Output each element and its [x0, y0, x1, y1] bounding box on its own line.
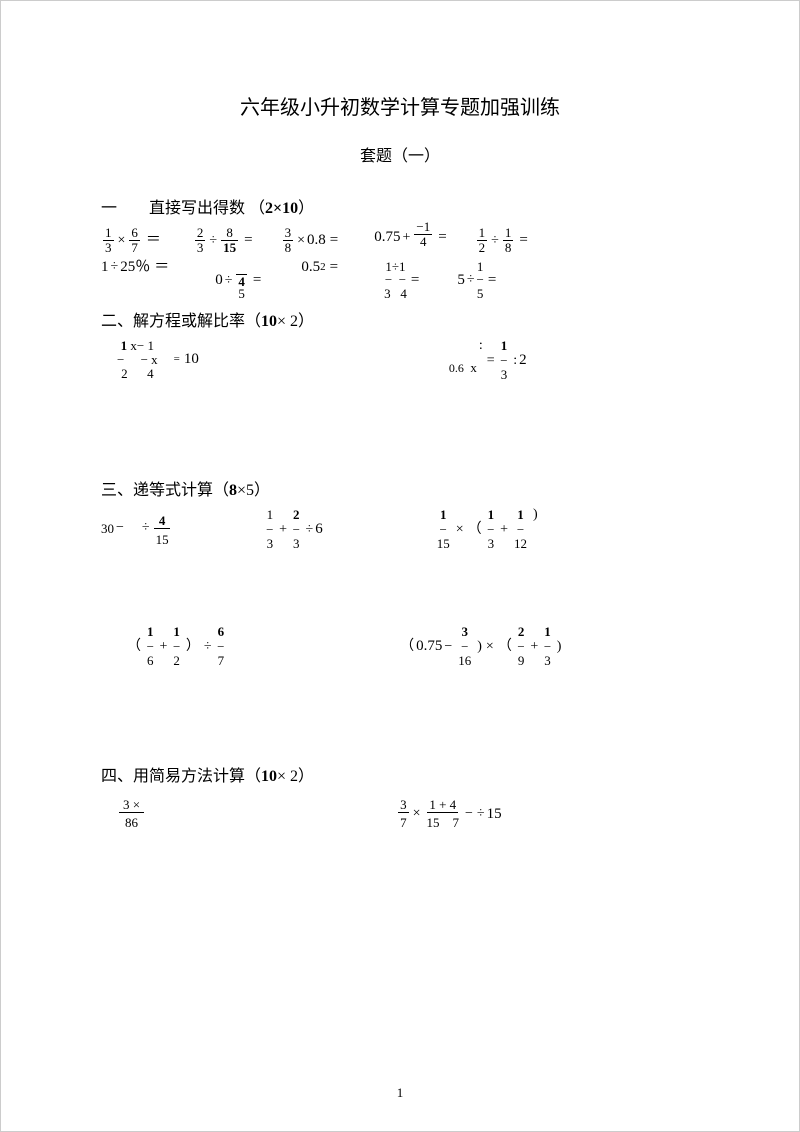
s1-expr1: 13 × 67 ＝ [101, 226, 163, 256]
s1-row1: 13 × 67 ＝ 23 ÷ 815 = 38 × 0.8 = 0.75+ −1… [101, 226, 699, 256]
s3-expr1: 30 − ÷ 4415 [101, 508, 173, 548]
s2-row: 1 x− 1 − − x 2 4 = 10 0 0.6 x : = 1−3 : … [101, 339, 699, 382]
s3-expr5: （0.75 − 3−16 ) × （ 2−9 + 1−3 ) [398, 625, 563, 668]
section-2-score: 10 [261, 313, 277, 330]
worksheet-page: 六年级小升初数学计算专题加强训练 套题（一） 一 直接写出得数 （2×10） 1… [1, 1, 799, 878]
s1-expr9: 1÷1− −3 4 = [384, 260, 421, 301]
section-1-score-suffix: ） [298, 200, 314, 217]
page-title: 六年级小升初数学计算专题加强训练 [101, 91, 699, 120]
section-4-title: 四、用简易方法计算（ [101, 768, 261, 785]
s1-expr3: 38 × 0.8 = [281, 226, 341, 256]
s4-expr1: 3 ×86 [117, 794, 146, 834]
section-2-title: 二、解方程或解比率（ [101, 313, 261, 330]
section-4-heading: 四、用简易方法计算（10× 2） [101, 762, 699, 786]
s4-expr2: 37 × 1 + 415 7 − ÷ 15 [396, 794, 502, 834]
s1-expr5: 12 ÷ 18 = [475, 226, 530, 256]
s1-expr2: 23 ÷ 815 = [193, 226, 255, 256]
section-1-heading: 一 直接写出得数 （2×10） [101, 194, 699, 218]
s1-expr6: 1÷25％＝ [101, 260, 171, 275]
section-1-score-prefix: （ [249, 200, 265, 217]
s3-row2: （ 1−6 + 1−2 ） ÷ 6−7 （0.75 − 3−16 ) × （ 2… [101, 625, 699, 668]
s1-expr8: 0.52= [301, 260, 340, 275]
section-4-score: 10 [261, 768, 277, 785]
section-3-title: 三、递等式计算（ [101, 482, 229, 499]
s2-expr2: 0 0.6 x : = 1−3 : 2 [449, 339, 527, 382]
section-4-suffix: × 2） [277, 768, 314, 785]
s1-expr4: 0.75+ −14 = [374, 226, 448, 250]
s3-expr2: 1−3 + 2−3 ÷ 6 [263, 508, 323, 551]
section-1-title: 直接写出得数 [149, 200, 245, 217]
page-number: 1 [1, 1085, 799, 1101]
s1-row2: 1÷25％＝ 0÷ 445 = 0.52= 1÷1− −3 4 = 5÷ 1−5… [101, 260, 699, 302]
section-2-suffix: × 2） [277, 313, 314, 330]
section-3-suffix: ×5） [237, 482, 270, 499]
s3-expr3: 1−15 × （ 1−3 + 1−12 ) [433, 508, 540, 551]
section-2-heading: 二、解方程或解比率（10× 2） [101, 307, 699, 331]
section-3-heading: 三、递等式计算（8×5） [101, 476, 699, 500]
s4-row: 3 ×86 37 × 1 + 415 7 − ÷ 15 [101, 794, 699, 834]
section-3-score: 8 [229, 482, 237, 499]
s3-row1: 30 − ÷ 4415 1−3 + 2−3 ÷ 6 1−15 × （ 1−3 +… [101, 508, 699, 551]
s2-expr1: 1 x− 1 − − x 2 4 = 10 [117, 339, 199, 380]
page-subtitle: 套题（一） [101, 142, 699, 166]
s1-expr10: 5÷ 1−5 = [457, 260, 498, 301]
s3-expr4: （ 1−6 + 1−2 ） ÷ 6−7 [125, 625, 228, 668]
section-1-score: 2×10 [265, 200, 298, 217]
s1-expr7: 0÷ 445 = [215, 260, 263, 302]
section-1-num: 一 [101, 200, 117, 217]
